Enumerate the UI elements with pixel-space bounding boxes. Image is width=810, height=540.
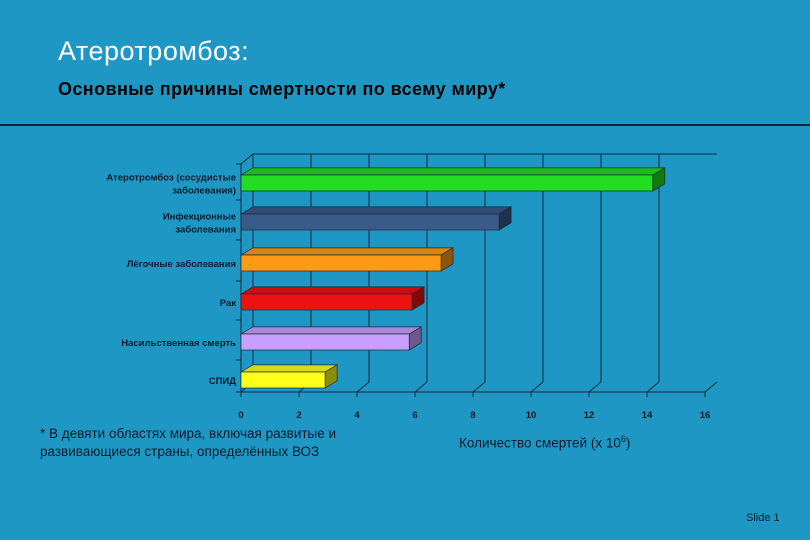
category-label: Насильственная смерть — [121, 338, 236, 349]
bar-front — [240, 293, 413, 311]
slide-subtitle: Основные причины смертности по всему мир… — [58, 79, 506, 99]
footnote: * В девяти областях мира, включая развит… — [40, 426, 337, 459]
bar-top — [239, 206, 513, 215]
bar-top — [239, 247, 455, 256]
x-tick-label: 6 — [412, 410, 417, 421]
bar-5 — [239, 364, 339, 389]
x-axis-label-text: Количество смертей (х 10 — [459, 435, 621, 451]
category-label: Инфекционные — [163, 212, 236, 223]
bar-0 — [239, 167, 667, 192]
x-axis-label-suffix: ) — [625, 435, 631, 451]
floor-right-edge — [704, 381, 718, 393]
back-wall-edge — [240, 153, 717, 165]
bar-3 — [239, 286, 426, 311]
x-axis-label: Количество смертей (х 106) — [459, 434, 630, 451]
category-label: заболевания — [175, 225, 236, 236]
gridline-floor — [530, 381, 544, 393]
bar-2 — [239, 247, 455, 272]
bar-front — [240, 174, 654, 192]
x-tick-labels: 0 2 4 6 8 10 12 14 16 — [238, 410, 710, 421]
category-label: заболевания) — [172, 186, 236, 197]
gridline-floor — [646, 381, 660, 393]
category-label: Лёгочные заболевания — [127, 259, 236, 270]
category-label: Рак — [220, 298, 236, 309]
bar-front — [240, 371, 326, 389]
slide-number: Slide 1 — [746, 512, 780, 524]
bar-front — [240, 333, 410, 351]
x-tick-label: 16 — [700, 410, 711, 421]
bar-top — [239, 326, 423, 335]
category-label: СПИД — [209, 376, 237, 387]
category-labels: Атеротромбоз (сосудистые заболевания) Инфе… — [106, 173, 236, 388]
x-tick-label: 10 — [526, 410, 537, 421]
bar-front — [240, 254, 442, 272]
category-label: Атеротромбоз (сосудистые — [106, 173, 236, 184]
title-divider — [0, 124, 810, 126]
x-tick-label: 2 — [296, 410, 301, 421]
x-tick-label: 14 — [642, 410, 653, 421]
slide-title: Атеротромбоз: — [58, 36, 250, 66]
x-tick-label: 0 — [238, 410, 243, 421]
bar-1 — [239, 206, 513, 231]
x-axis-label-exponent: 6 — [620, 434, 626, 444]
x-tick-label: 12 — [584, 410, 595, 421]
bar-top — [239, 364, 339, 373]
bar-4 — [239, 326, 423, 351]
bar-top — [239, 167, 667, 176]
bars — [239, 167, 667, 389]
bar-front — [240, 213, 500, 231]
x-tick-label: 4 — [354, 410, 360, 421]
gridline-floor — [356, 381, 370, 393]
bar-top — [239, 286, 426, 295]
x-tick-label: 8 — [470, 410, 475, 421]
gridline-floor — [414, 381, 428, 393]
gridline-floor — [472, 381, 486, 393]
gridline-floor — [588, 381, 602, 393]
